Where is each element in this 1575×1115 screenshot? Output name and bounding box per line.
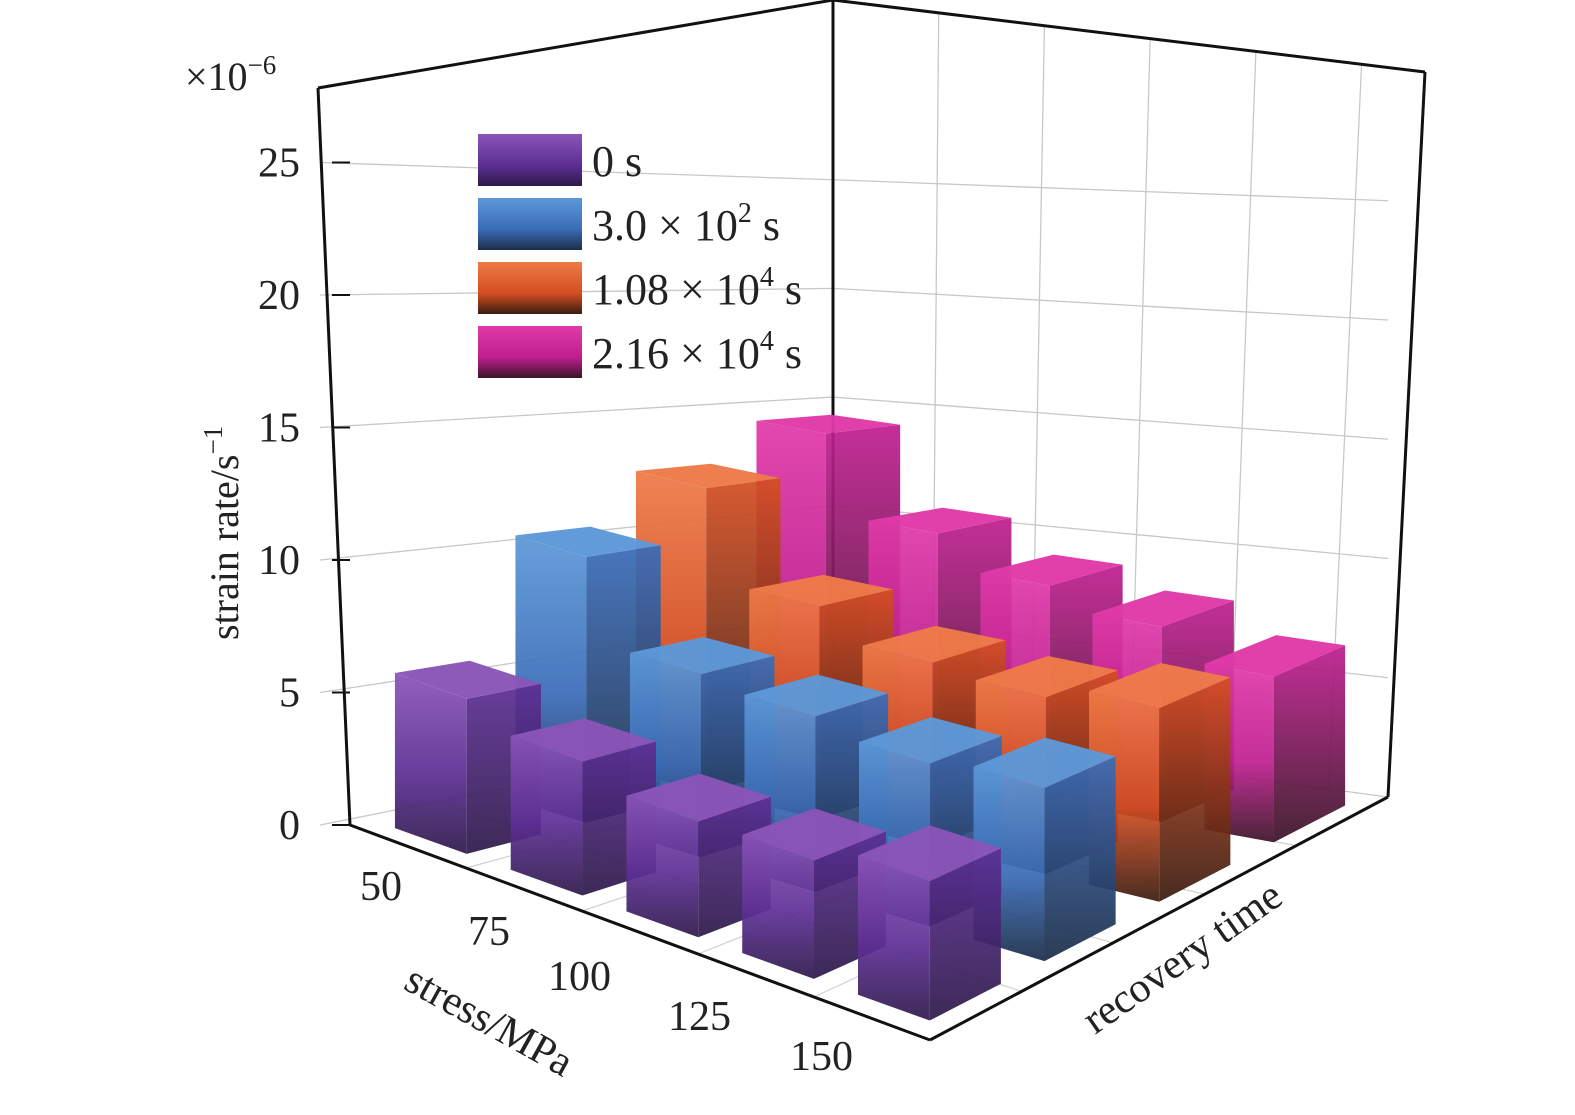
bar-top-face	[510, 718, 656, 762]
bar-top-face	[975, 656, 1118, 698]
z-tick-label: 0	[279, 803, 300, 849]
bar	[857, 825, 1001, 1021]
legend-swatch	[478, 134, 582, 186]
bar	[510, 718, 656, 896]
z-tick-label: 5	[279, 671, 300, 717]
frame-edge	[317, 0, 834, 90]
bar-side-face	[1273, 645, 1346, 843]
bar-front-face	[742, 834, 814, 979]
frame-edge	[349, 823, 931, 1042]
x-tick-label: 50	[360, 864, 402, 910]
bar-top-face	[973, 737, 1116, 789]
bar-top-face	[1204, 635, 1346, 677]
chart-bars	[394, 414, 1346, 1021]
bar-top-face	[1092, 590, 1234, 627]
bar-top-face	[868, 507, 1012, 534]
z-gridline-right	[832, 287, 1389, 321]
z-gridline-left	[319, 396, 834, 429]
frame-edge	[929, 795, 1389, 1042]
z-gridline-right	[832, 396, 1389, 440]
legend-swatch	[478, 326, 582, 378]
bar-side-face	[1044, 756, 1116, 962]
bar-side-face	[929, 848, 1001, 1021]
z-gridline-right	[832, 179, 1389, 202]
bar-top-face	[742, 808, 886, 861]
bar-top-face	[749, 574, 893, 607]
bar	[1089, 663, 1231, 902]
bar-top-face	[744, 674, 889, 717]
x-axis-ticks: 50 75 100 125 150	[360, 864, 853, 1080]
x-tick-label: 125	[668, 994, 731, 1040]
x-tick-label: 150	[790, 1034, 853, 1080]
bar-front-face	[510, 735, 583, 896]
z-tick-label: 10	[258, 538, 300, 584]
bar-side-face	[1159, 677, 1231, 902]
legend-swatch	[478, 262, 582, 314]
chart-frame	[316, 0, 1427, 1042]
bar-front-face	[857, 855, 930, 1021]
bar-top-face	[394, 660, 541, 699]
z-tick-label: 25	[258, 141, 300, 187]
bar-top-face	[857, 825, 1001, 882]
x-tick-label: 75	[468, 909, 510, 955]
legend-swatch	[478, 198, 582, 250]
x-tick-label: 100	[548, 954, 611, 1000]
chart-legend: 0 s 3.0 × 102 s 1.08 × 104 s 2.16 × 104 s	[478, 134, 802, 378]
z-tick-label: 15	[258, 406, 300, 452]
legend-label: 3.0 × 102 s	[592, 198, 780, 250]
z-tick-label: 20	[258, 273, 300, 319]
bar-top-face	[980, 554, 1123, 586]
frame-edge	[832, 0, 1426, 74]
legend-label: 0 s	[592, 137, 642, 186]
legend-label: 2.16 × 104 s	[592, 326, 802, 378]
frame-edge	[316, 87, 352, 826]
bar-top-face	[756, 414, 901, 434]
bar-top-face	[862, 625, 1006, 663]
bar-top-face	[629, 637, 775, 675]
frame-edge	[1386, 71, 1427, 798]
bar-top-face	[635, 463, 781, 489]
bar-top-face	[1089, 663, 1231, 709]
bar-front-face	[626, 795, 699, 938]
legend-label: 1.08 × 104 s	[592, 262, 802, 314]
z-axis-label: strain rate/s−1	[198, 426, 247, 640]
bar-top-face	[858, 717, 1002, 764]
bar-top-face	[515, 526, 661, 557]
bar	[973, 737, 1116, 962]
bar-top-face	[626, 773, 771, 822]
axis-multiplier: ×10−6	[185, 50, 276, 99]
z-axis-ticks: 0 5 10 15 20 25	[258, 141, 350, 849]
bar-front-face	[394, 673, 467, 854]
